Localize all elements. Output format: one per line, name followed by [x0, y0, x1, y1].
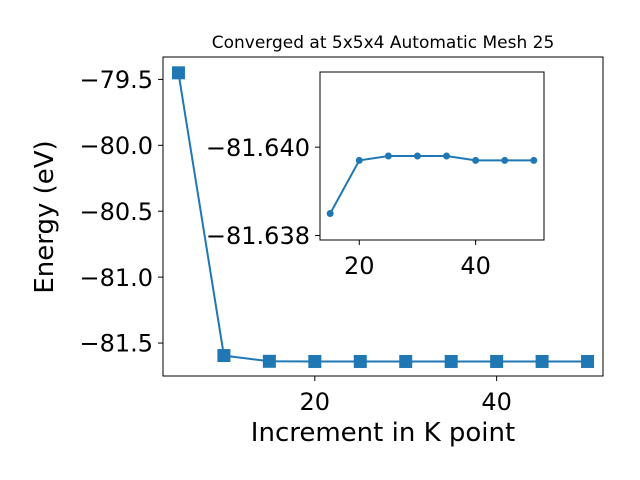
- main-data-point: [490, 354, 504, 368]
- inset-data-point: [413, 152, 421, 160]
- inset-data-point: [355, 156, 363, 164]
- main-plot-frame: [162, 56, 604, 377]
- inset-data-point: [472, 156, 480, 164]
- inset-data-point: [384, 152, 392, 160]
- main-x-tick-label: 40: [481, 388, 512, 416]
- inset-x-ticks: 20 40: [344, 240, 491, 280]
- main-data-point: [444, 354, 458, 368]
- main-y-tick-label: −80.0: [79, 132, 153, 160]
- main-data-point: [171, 66, 185, 80]
- x-axis-label: Increment in K point: [251, 418, 515, 448]
- main-data-point: [581, 354, 595, 368]
- inset-y-ticks: −81.640 −81.638: [206, 134, 320, 250]
- main-x-ticks: 20 40: [300, 376, 512, 416]
- main-data-point: [217, 349, 231, 363]
- inset-data-point: [530, 156, 538, 164]
- main-data-point: [535, 354, 549, 368]
- chart-title: Converged at 5x5x4 Automatic Mesh 25: [212, 33, 555, 53]
- main-y-tick-label: −81.0: [79, 264, 153, 292]
- main-y-tick-label: −80.5: [79, 198, 153, 226]
- main-data-point: [353, 354, 367, 368]
- inset-chart: −81.640−81.638 20 40: [206, 71, 545, 280]
- inset-x-tick-label: 40: [460, 252, 491, 280]
- main-data-point: [308, 354, 322, 368]
- inset-y-tick-label: −81.638: [206, 222, 310, 250]
- main-series-markers: [171, 66, 595, 368]
- inset-series-markers: [326, 152, 538, 217]
- inset-series-line: [329, 155, 534, 214]
- y-axis-label: Energy (eV): [30, 140, 60, 293]
- inset-data-point: [326, 209, 334, 217]
- main-y-tick-label: −81.5: [79, 330, 153, 358]
- main-data-point: [399, 354, 413, 368]
- inset-y-tick-label: −81.640: [206, 134, 310, 162]
- main-chart: Converged at 5x5x4 Automatic Mesh 25 −79…: [30, 33, 604, 448]
- main-y-tick-label: −79.5: [79, 66, 153, 94]
- main-y-ticks: −79.5 −80.0 −80.5 −81.0 −81.5: [79, 66, 163, 358]
- main-series-line: [177, 72, 588, 363]
- main-x-tick-label: 20: [300, 388, 331, 416]
- main-data-point: [262, 354, 276, 368]
- inset-data-point: [501, 156, 509, 164]
- inset-data-point: [443, 152, 451, 160]
- inset-x-tick-label: 20: [344, 252, 375, 280]
